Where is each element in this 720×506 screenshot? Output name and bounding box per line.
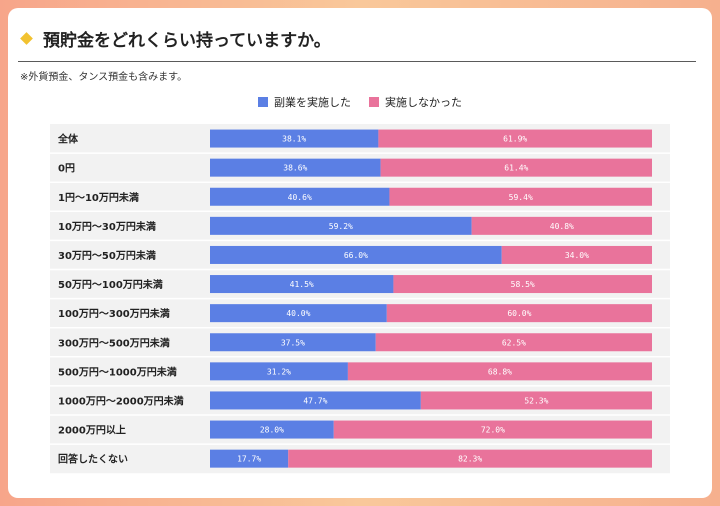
row-label: 0円 — [58, 163, 75, 175]
data-label: 60.0% — [507, 309, 531, 318]
bar-side-job — [210, 362, 348, 381]
data-label: 58.5% — [511, 280, 535, 289]
data-label: 17.7% — [237, 455, 261, 464]
bar-side-job — [210, 304, 387, 323]
bar-side-job — [210, 216, 472, 235]
data-label: 40.0% — [286, 309, 310, 318]
title-divider — [18, 61, 696, 62]
bar-no-side-job — [375, 333, 652, 352]
data-label: 37.5% — [281, 338, 305, 347]
bar-side-job — [210, 420, 334, 439]
bar-no-side-job — [347, 362, 652, 381]
row-label: 1円〜10万円未満 — [58, 191, 139, 204]
data-label: 38.1% — [282, 135, 306, 144]
row-label: 300万円〜500万円未満 — [58, 336, 170, 349]
bar-side-job — [210, 158, 381, 177]
row-label: 回答したくない — [58, 453, 128, 466]
bar-no-side-job — [378, 129, 652, 148]
legend-swatch-side-job — [258, 97, 268, 107]
data-label: 47.7% — [303, 396, 327, 405]
data-label: 72.0% — [481, 426, 505, 435]
data-label: 34.0% — [565, 251, 589, 260]
data-label: 62.5% — [502, 338, 526, 347]
bar-side-job — [210, 391, 421, 410]
row-label: 500万円〜1000万円未満 — [58, 365, 177, 378]
data-label: 66.0% — [344, 251, 368, 260]
bar-no-side-job — [386, 304, 652, 323]
legend-label-side-job: 副業を実施した — [274, 96, 351, 109]
data-label: 38.6% — [283, 164, 307, 173]
chart-title: 預貯金をどれくらい持っていますか。 — [43, 31, 331, 51]
bar-no-side-job — [501, 245, 652, 264]
row-label: 2000万円以上 — [58, 424, 126, 437]
data-label: 41.5% — [290, 280, 314, 289]
row-label: 100万円〜300万円未満 — [58, 307, 170, 320]
bar-no-side-job — [420, 391, 652, 410]
bar-no-side-job — [471, 216, 652, 235]
bar-no-side-job — [333, 420, 652, 439]
data-label: 61.4% — [504, 164, 528, 173]
bar-side-job — [210, 187, 390, 206]
bar-side-job — [210, 245, 502, 264]
legend-item-side-job: 副業を実施した — [258, 94, 351, 110]
bar-side-job — [210, 275, 394, 294]
row-label: 50万円〜100万円未満 — [58, 278, 163, 291]
legend: 副業を実施した 実施しなかった — [8, 94, 712, 110]
data-label: 28.0% — [260, 426, 284, 435]
title-row: 預貯金をどれくらい持っていますか。 — [20, 26, 331, 51]
data-label: 68.8% — [488, 367, 512, 376]
data-label: 59.2% — [329, 222, 353, 231]
bar-no-side-job — [393, 275, 652, 294]
data-label: 61.9% — [503, 135, 527, 144]
bar-no-side-job — [380, 158, 652, 177]
data-label: 31.2% — [267, 367, 291, 376]
bar-no-side-job — [389, 187, 652, 206]
row-label: 全体 — [57, 133, 79, 146]
chart-note: ※外貨預金、タンス預金も含みます。 — [20, 72, 188, 83]
row-label: 10万円〜30万円未満 — [58, 220, 156, 233]
data-label: 82.3% — [458, 455, 482, 464]
legend-item-no-side-job: 実施しなかった — [369, 94, 462, 110]
legend-label-no-side-job: 実施しなかった — [385, 96, 462, 109]
bar-side-job — [210, 449, 289, 468]
data-label: 52.3% — [524, 396, 548, 405]
bar-no-side-job — [288, 449, 652, 468]
data-label: 40.8% — [550, 222, 574, 231]
bar-side-job — [210, 333, 376, 352]
bar-side-job — [210, 129, 379, 148]
data-label: 40.6% — [288, 193, 312, 202]
legend-swatch-no-side-job — [369, 97, 379, 107]
data-label: 59.4% — [509, 193, 533, 202]
row-label: 1000万円〜2000万円未満 — [58, 394, 184, 407]
row-label: 30万円〜50万円未満 — [58, 249, 156, 262]
